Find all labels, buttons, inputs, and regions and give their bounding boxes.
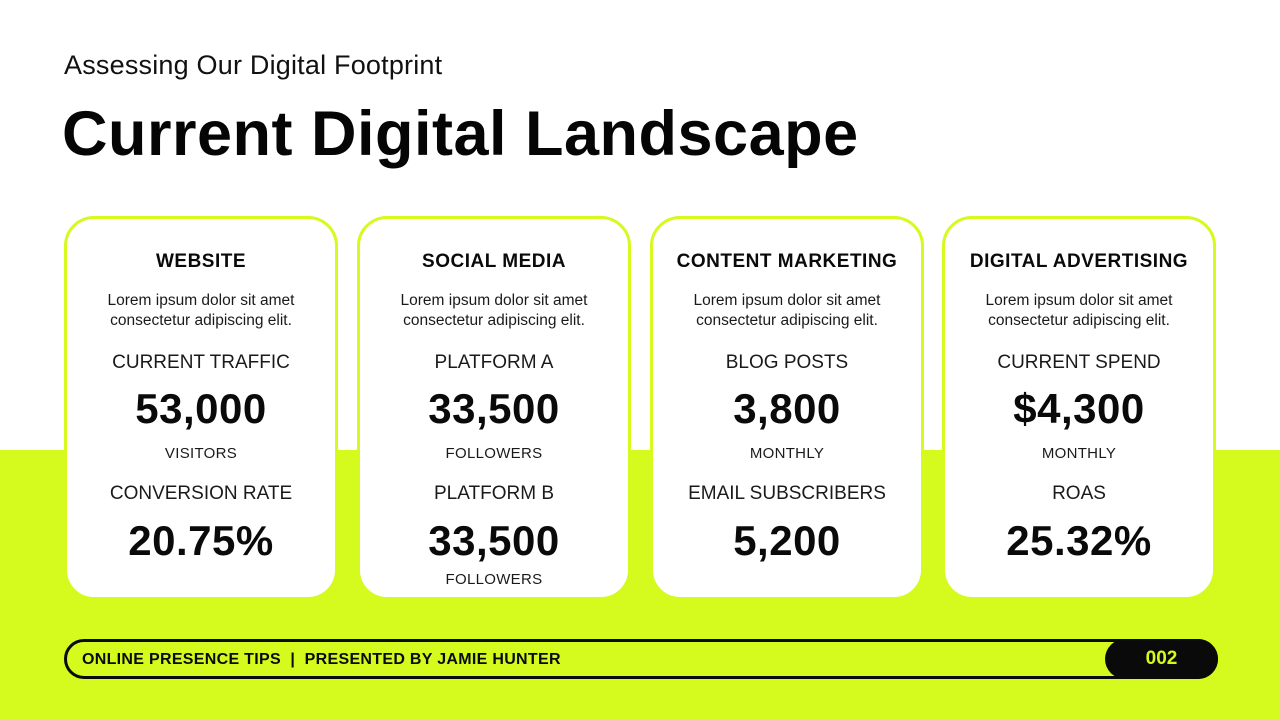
footer-text: ONLINE PRESENCE TIPS | PRESENTED BY JAMI… xyxy=(82,651,561,668)
card-description: Lorem ipsum dolor sit amet consectetur a… xyxy=(400,292,588,329)
metric-unit: MONTHLY xyxy=(1041,445,1117,462)
metric-label: ROAS xyxy=(1052,483,1106,504)
footer-bar: ONLINE PRESENCE TIPS | PRESENTED BY JAMI… xyxy=(64,639,1218,679)
metric-value: 33,500 xyxy=(428,385,560,432)
metric-unit: MONTHLY xyxy=(749,445,825,462)
metric-label: PLATFORM B xyxy=(434,483,554,504)
metric-label: BLOG POSTS xyxy=(725,352,849,373)
metric-value: 33,500 xyxy=(428,517,560,564)
card-heading: WEBSITE xyxy=(155,251,247,272)
card-description: Lorem ipsum dolor sit amet consectetur a… xyxy=(985,292,1173,329)
card-digital-advertising: DIGITAL ADVERTISING Lorem ipsum dolor si… xyxy=(942,216,1216,600)
card-heading: DIGITAL ADVERTISING xyxy=(969,251,1189,272)
metric-value: 53,000 xyxy=(135,385,267,432)
slide-title: Current Digital Landscape xyxy=(62,99,859,169)
card-social-media: SOCIAL MEDIA Lorem ipsum dolor sit amet … xyxy=(357,216,631,600)
card-heading: SOCIAL MEDIA xyxy=(422,251,566,272)
card-heading: CONTENT MARKETING xyxy=(676,251,898,272)
slide-subtitle: Assessing Our Digital Footprint xyxy=(64,50,443,80)
card-website: WEBSITE Lorem ipsum dolor sit amet conse… xyxy=(64,216,338,600)
metric-value: $4,300 xyxy=(1013,385,1145,432)
metric-value: 5,200 xyxy=(733,517,841,564)
metric-label: EMAIL SUBSCRIBERS xyxy=(688,483,886,504)
metric-label: CONVERSION RATE xyxy=(109,483,293,504)
card-description: Lorem ipsum dolor sit amet consectetur a… xyxy=(693,292,881,329)
metric-label: PLATFORM A xyxy=(434,352,554,373)
metric-label: CURRENT TRAFFIC xyxy=(112,352,290,373)
page-number: 002 xyxy=(1105,639,1218,679)
card-content-marketing: CONTENT MARKETING Lorem ipsum dolor sit … xyxy=(650,216,924,600)
metric-unit: FOLLOWERS xyxy=(445,445,543,462)
metric-value: 20.75% xyxy=(128,517,274,564)
card-description: Lorem ipsum dolor sit amet consectetur a… xyxy=(107,292,295,329)
metric-unit: VISITORS xyxy=(164,445,238,462)
metric-unit: FOLLOWERS xyxy=(445,571,543,588)
metric-label: CURRENT SPEND xyxy=(997,352,1161,373)
metric-value: 3,800 xyxy=(733,385,841,432)
metric-value: 25.32% xyxy=(1006,517,1152,564)
